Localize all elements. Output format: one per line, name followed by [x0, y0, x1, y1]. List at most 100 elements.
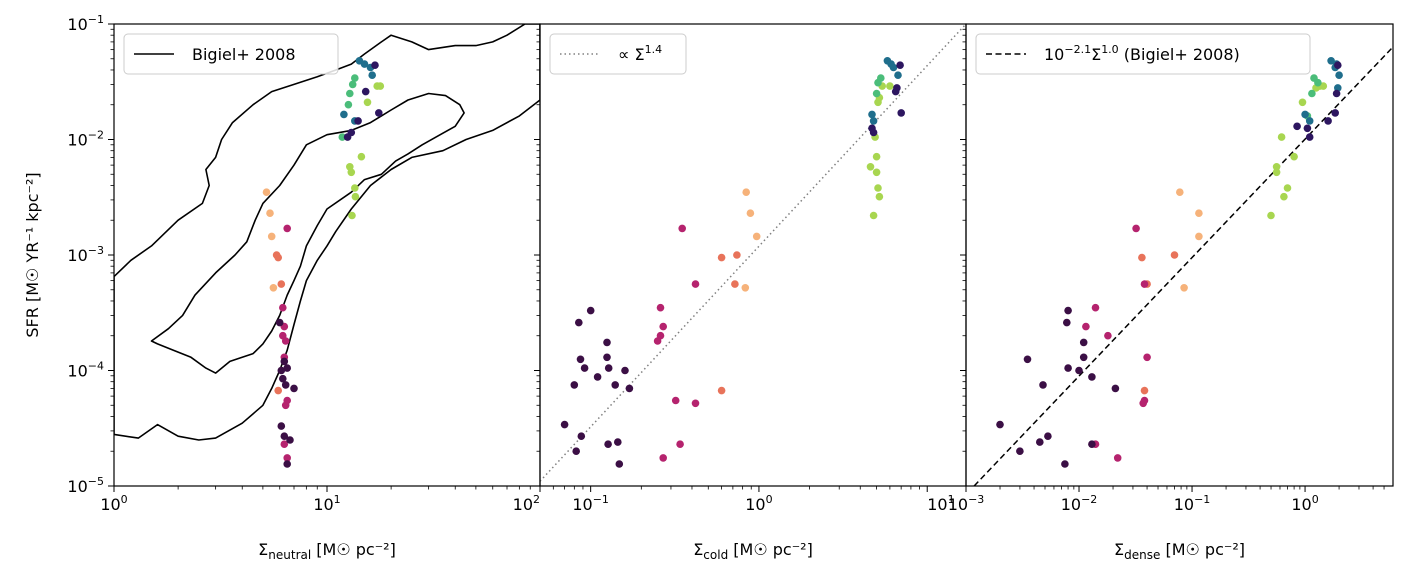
data-point [279, 303, 287, 312]
data-point [894, 71, 902, 79]
data-point [371, 61, 379, 69]
data-point [1138, 253, 1146, 262]
data-point [1079, 338, 1088, 347]
data-point [691, 280, 700, 288]
x-tick-label: 101 [927, 493, 954, 514]
legend-label: 10−2.1Σ1.0 (Bigiel+ 2008) [1044, 43, 1240, 64]
data-point [731, 280, 739, 288]
data-point [897, 109, 905, 117]
data-point [1303, 124, 1312, 133]
data-point [1170, 251, 1179, 259]
data-point [604, 364, 613, 372]
data-point [671, 396, 680, 405]
data-point [277, 366, 286, 375]
x-tick-label: 101 [313, 493, 340, 514]
data-point [1063, 318, 1071, 327]
data-point [621, 366, 629, 375]
contour-inner [150, 92, 465, 374]
data-point [351, 192, 360, 201]
data-point [1091, 303, 1100, 312]
x-tick-label: 10−3 [948, 493, 985, 514]
data-point [1305, 117, 1314, 125]
x-label-units: [M☉ pc⁻²] [311, 540, 396, 559]
data-point [1111, 384, 1120, 393]
legend-label: ∝ Σ1.4 [618, 43, 662, 64]
x-tick-label: 10−2 [1061, 493, 1098, 514]
data-point [1113, 454, 1122, 462]
data-point [348, 211, 356, 220]
data-point [280, 357, 289, 366]
legend-label: Bigiel+ 2008 [192, 45, 296, 64]
legend-base: 10 [1044, 45, 1064, 64]
data-point [580, 364, 589, 372]
data-point [593, 373, 602, 381]
data-point [280, 432, 289, 441]
data-point [560, 420, 569, 429]
data-point [678, 224, 686, 233]
data-point [360, 60, 369, 68]
x-tick-exp: −3 [968, 493, 984, 506]
data-point [1314, 78, 1322, 87]
data-point [1334, 61, 1342, 69]
legend-box [123, 33, 339, 75]
x-tick-base: 10 [745, 495, 765, 514]
data-point [886, 82, 894, 90]
legend-exp2: 1.0 [1101, 43, 1119, 56]
data-point [1293, 122, 1301, 131]
data-point [746, 209, 755, 217]
data-point [611, 381, 619, 389]
data-point [1139, 399, 1147, 408]
data-point [376, 82, 385, 90]
x-tick-base: 10 [927, 495, 947, 514]
legend-cold: ∝ Σ1.4 [549, 33, 687, 75]
data-point [866, 163, 875, 171]
data-point [733, 251, 741, 259]
data-point [869, 128, 878, 137]
data-point [1143, 353, 1151, 362]
data-point [875, 192, 884, 201]
data-point [570, 381, 579, 389]
data-point [604, 440, 612, 449]
y-tick-base: 10 [67, 477, 87, 496]
data-point [717, 253, 726, 262]
plot-area-dense [973, 46, 1393, 486]
x-tick-base: 10 [1291, 495, 1311, 514]
data-point [281, 337, 290, 345]
x-label-subscript: neutral [268, 548, 311, 562]
data-point [1195, 209, 1203, 217]
x-label-symbol: Σ [1114, 540, 1124, 559]
legend-text: ∝ Σ [618, 45, 645, 64]
data-point [267, 232, 276, 241]
data-point [281, 401, 290, 410]
data-point [1280, 192, 1288, 201]
data-point [887, 60, 895, 68]
data-point [575, 318, 583, 327]
data-point [1023, 355, 1032, 364]
x-label-subscript: cold [703, 548, 728, 562]
data-point [1335, 71, 1343, 79]
data-point [659, 322, 667, 331]
x-tick-exp: 1 [948, 493, 955, 506]
data-point [874, 184, 882, 192]
data-point [1298, 98, 1307, 107]
data-point [1324, 117, 1332, 125]
data-point [275, 318, 284, 327]
y-tick-exp: −1 [88, 13, 104, 26]
x-tick-base: 10 [313, 495, 333, 514]
legend-neutral: Bigiel+ 2008 [123, 33, 339, 75]
x-tick-exp: 0 [1312, 493, 1319, 506]
data-point [1327, 57, 1335, 65]
data-point [1277, 133, 1286, 141]
data-point [603, 353, 611, 362]
data-point [1088, 440, 1096, 449]
data-point [266, 209, 274, 217]
data-point [872, 89, 881, 98]
data-point [363, 98, 372, 107]
data-point [874, 78, 882, 87]
x-tick-exp: −1 [1194, 493, 1210, 506]
y-tick-base: 10 [67, 362, 87, 381]
x-tick-base: 10 [513, 495, 533, 514]
data-point [277, 280, 286, 288]
data-point [283, 364, 292, 372]
